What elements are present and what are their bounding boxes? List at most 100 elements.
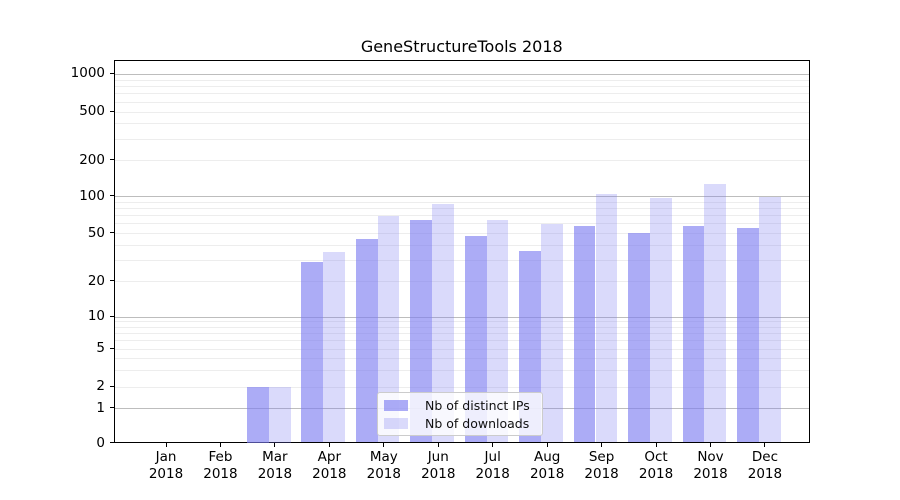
x-tick-label-nov: Nov 2018 <box>693 449 728 482</box>
grid-line-minor <box>114 281 809 283</box>
grid-line-minor <box>114 348 809 350</box>
bar-downloads-mar <box>268 387 291 443</box>
bar-distinct-ips-nov <box>682 225 705 443</box>
bar-distinct-ips-may <box>355 239 378 443</box>
grid-line-minor <box>114 259 809 261</box>
bar-distinct-ips-sep <box>573 225 596 443</box>
grid-line-minor <box>114 357 809 359</box>
y-tick-mark <box>109 232 114 234</box>
y-tick-label-200: 200 <box>79 151 105 168</box>
x-tick-mark <box>383 442 385 447</box>
grid-line-minor <box>114 386 809 388</box>
x-tick-mark <box>219 442 221 447</box>
legend-swatch-downloads <box>384 417 408 429</box>
y-tick-label-0: 0 <box>96 434 105 451</box>
grid-line-major <box>114 316 809 318</box>
y-tick-mark <box>109 315 114 317</box>
bar-distinct-ips-mar <box>247 387 269 443</box>
bar-downloads-oct <box>649 198 672 443</box>
legend-row-distinct-ips: Nb of distinct IPs <box>384 396 536 414</box>
bar-downloads-sep <box>595 194 618 443</box>
bar-distinct-ips-apr <box>301 262 324 443</box>
legend-label-distinct-ips: Nb of distinct IPs <box>425 397 530 413</box>
bar-downloads-may <box>377 215 400 443</box>
x-tick-mark <box>546 442 548 447</box>
bar-downloads-jul <box>486 219 509 443</box>
grid-line-minor <box>114 101 809 103</box>
x-tick-label-jan: Jan 2018 <box>148 449 184 482</box>
grid-line-minor <box>114 123 809 125</box>
x-tick-label-mar: Mar 2018 <box>257 449 293 482</box>
x-tick-label-aug: Aug 2018 <box>529 449 565 482</box>
bar-downloads-aug <box>541 223 563 443</box>
grid-line-minor <box>114 93 809 95</box>
grid-line-minor <box>114 111 809 113</box>
x-tick-label-oct: Oct 2018 <box>638 449 674 482</box>
legend-row-downloads: Nb of downloads <box>384 414 536 432</box>
y-tick-label-100: 100 <box>79 187 105 204</box>
grid-line-minor <box>114 215 809 217</box>
grid-line-minor <box>114 160 809 161</box>
legend: Nb of distinct IPs Nb of downloads <box>377 392 543 436</box>
x-tick-mark <box>328 442 330 447</box>
y-tick-label-500: 500 <box>79 103 105 119</box>
x-tick-label-jun: Jun 2018 <box>421 449 456 482</box>
legend-label-downloads: Nb of downloads <box>425 415 530 431</box>
y-tick-mark <box>109 72 114 74</box>
x-tick-mark <box>710 442 711 447</box>
bar-distinct-ips-jun <box>410 219 433 443</box>
x-tick-label-jul: Jul 2018 <box>475 449 510 482</box>
grid-line-minor <box>114 138 809 140</box>
grid-line-minor <box>114 340 809 342</box>
y-tick-mark <box>109 110 114 112</box>
y-tick-mark <box>109 195 114 197</box>
y-tick-mark <box>109 347 114 349</box>
y-tick-mark <box>109 159 114 160</box>
bar-downloads-jun <box>432 204 454 443</box>
x-tick-mark <box>655 442 657 447</box>
y-tick-mark <box>109 442 114 443</box>
grid-line-major <box>114 73 809 75</box>
y-tick-label-1: 1 <box>96 399 105 416</box>
x-tick-mark <box>764 442 766 447</box>
x-tick-mark <box>274 442 276 447</box>
x-tick-label-feb: Feb 2018 <box>203 449 238 482</box>
x-tick-label-may: May 2018 <box>366 449 401 482</box>
x-tick-mark <box>492 442 494 447</box>
legend-swatch-distinct-ips <box>384 399 408 411</box>
bar-downloads-apr <box>323 252 346 443</box>
grid-line-minor <box>114 79 809 81</box>
bar-distinct-ips-jul <box>464 235 487 443</box>
grid-line-minor <box>114 326 809 328</box>
y-tick-label-2: 2 <box>96 378 105 394</box>
bar-distinct-ips-dec <box>737 227 759 443</box>
grid-line-minor <box>114 333 809 335</box>
x-tick-mark <box>165 442 167 447</box>
x-tick-mark <box>437 442 439 447</box>
x-tick-label-sep: Sep 2018 <box>584 449 619 482</box>
grid-line-major <box>114 196 809 198</box>
grid-line-minor <box>114 208 809 210</box>
bar-downloads-dec <box>758 196 781 443</box>
bar-downloads-nov <box>704 183 727 443</box>
bar-distinct-ips-oct <box>628 232 650 443</box>
x-tick-label-apr: Apr 2018 <box>312 449 347 482</box>
y-tick-mark <box>109 280 114 282</box>
grid-line-minor <box>114 244 809 246</box>
grid-line-minor <box>114 201 809 203</box>
y-tick-mark <box>109 407 114 409</box>
y-tick-label-10: 10 <box>87 308 105 324</box>
y-tick-label-5: 5 <box>96 340 105 357</box>
grid-line-minor <box>114 233 809 235</box>
chart-title: GeneStructureTools 2018 <box>360 37 563 56</box>
x-tick-mark <box>601 442 603 447</box>
y-tick-label-1000: 1000 <box>70 65 105 82</box>
grid-line-minor <box>114 223 809 225</box>
grid-line-minor <box>114 85 809 87</box>
plot-area <box>113 59 810 443</box>
grid-line-minor <box>114 321 809 323</box>
x-tick-label-dec: Dec 2018 <box>747 449 783 482</box>
grid-line-minor <box>114 369 809 371</box>
y-tick-label-50: 50 <box>87 224 105 241</box>
